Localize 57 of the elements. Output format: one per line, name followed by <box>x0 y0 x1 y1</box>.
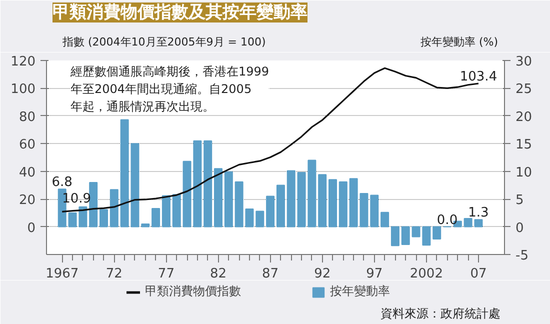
data-label: 1.3 <box>468 206 489 221</box>
bar <box>172 194 181 228</box>
data-label: 103.4 <box>460 70 498 85</box>
y2-tick-label: -5 <box>516 248 528 264</box>
y2-tick-label: 25 <box>516 82 532 98</box>
legend-label: 甲類消費物價指數 <box>145 283 241 300</box>
bar <box>152 208 160 228</box>
y-tick-label: 0 <box>27 220 36 236</box>
x-tick-label: 82 <box>210 266 227 282</box>
annotation: 經歷數個通脹高峰期後，香港在1999年至2004年間出現通縮。自2005年起，通脹情況再次出現。 <box>70 64 270 114</box>
bar <box>401 226 410 246</box>
x-tick-label: 97 <box>366 266 383 282</box>
x-tick-label: 07 <box>470 266 487 282</box>
data-label: 0.0 <box>436 212 458 228</box>
bar <box>266 196 275 228</box>
bar <box>338 181 348 228</box>
bar <box>89 182 98 228</box>
bar <box>432 226 442 240</box>
y2-tick-label: 15 <box>516 138 532 153</box>
bar <box>380 212 390 228</box>
bar <box>370 194 379 228</box>
y-tick-label: 120 <box>10 54 36 70</box>
bar <box>100 209 108 228</box>
x-tick-label: 92 <box>314 266 331 282</box>
chart-title: 甲類消費物價指數及其按年變動率 <box>52 2 308 22</box>
y2-axis-title: 按年變動率 (%) <box>420 36 498 48</box>
y-tick-label: 100 <box>10 82 36 98</box>
x-tick-label: 1967 <box>46 266 79 282</box>
bar <box>224 171 233 228</box>
bar <box>318 174 327 228</box>
source-note: 資料來源：政府統計處 <box>380 306 500 320</box>
x-tick-label: 77 <box>158 266 174 282</box>
y2-tick-label: 0 <box>516 220 524 236</box>
bar <box>141 224 150 228</box>
bar <box>214 168 222 228</box>
y-tick-label: 80 <box>18 110 36 125</box>
x-tick-label: 87 <box>262 266 279 282</box>
bar <box>204 140 212 228</box>
bar <box>276 184 285 228</box>
bar <box>328 179 337 228</box>
legend-label: 按年變動率 <box>330 283 390 300</box>
bar <box>110 189 118 228</box>
bar <box>162 195 170 228</box>
x-tick-label: 2002 <box>410 266 443 282</box>
bar <box>390 226 400 246</box>
y-tick-label: 40 <box>18 165 36 180</box>
y2-tick-label: 5 <box>516 193 524 208</box>
y2-tick-label: 20 <box>516 110 532 125</box>
y2-tick-label: 10 <box>516 165 532 180</box>
y2-tick-label: 30 <box>516 54 532 70</box>
bar <box>286 170 296 228</box>
bar <box>256 210 264 228</box>
y-axis-title: 指數 (2004年10月至2005年9月 = 100) <box>62 36 266 48</box>
x-tick-label: 72 <box>106 266 122 282</box>
data-label: 6.8 <box>52 175 72 190</box>
y-tick-label: 60 <box>18 138 36 153</box>
y-tick-label: 20 <box>18 193 36 208</box>
